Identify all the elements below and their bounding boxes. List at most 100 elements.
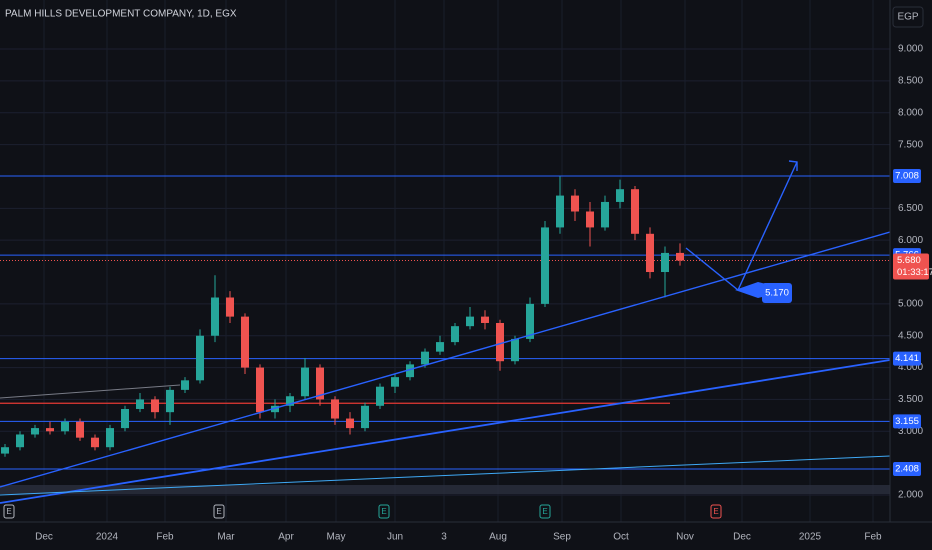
candle-body (586, 211, 594, 228)
x-tick-label: Dec (733, 532, 751, 543)
candle-body (361, 405, 369, 429)
trend-line (0, 231, 891, 488)
candle-body (211, 297, 219, 336)
target-badge (762, 283, 792, 304)
candle-body (331, 399, 339, 419)
candle-body (196, 335, 204, 381)
y-tick-label: 5.000 (898, 299, 923, 310)
candle-body (616, 189, 624, 202)
candle-body (481, 316, 489, 323)
event-label: E (216, 507, 221, 516)
chart-title: PALM HILLS DEVELOPMENT COMPANY, 1D, EGX (5, 9, 237, 20)
x-tick-label: Dec (35, 532, 53, 543)
trend-line (0, 384, 181, 399)
y-tick-label: 7.500 (898, 139, 923, 150)
candle-body (346, 418, 354, 429)
x-tick-label: Jun (387, 532, 403, 543)
candle-body (421, 351, 429, 365)
candle-body (526, 303, 534, 339)
candles (1, 176, 684, 457)
candle-body (601, 201, 609, 228)
candle-body (646, 233, 654, 273)
x-tick-label: Aug (489, 532, 507, 543)
x-tick-label: 2025 (799, 532, 822, 543)
candle-body (406, 364, 414, 378)
levels (0, 175, 890, 470)
x-tick-label: Feb (156, 532, 174, 543)
candle-body (76, 421, 84, 438)
y-tick-label: 3.000 (898, 426, 923, 437)
x-tick-label: Sep (553, 532, 571, 543)
target-label: 5.170 (765, 288, 789, 299)
level-badge (893, 414, 921, 429)
arrow-head (788, 160, 798, 171)
candle-body (496, 322, 504, 362)
candle-body (556, 195, 564, 228)
price-badge (893, 253, 929, 280)
candle-body (181, 380, 189, 390)
event-box (539, 504, 551, 519)
y-tick-label: 9.000 (898, 44, 923, 55)
y-tick-label: 3.500 (898, 394, 923, 405)
candle-body (166, 389, 174, 413)
currency: EGP (897, 12, 918, 23)
trend-line (0, 359, 891, 504)
candle-body (106, 428, 114, 448)
candle-body (31, 428, 39, 435)
candle-body (61, 421, 69, 432)
event-label: E (713, 507, 718, 516)
event-label: E (542, 507, 547, 516)
x-tick-label: Apr (278, 532, 294, 543)
level-badge (893, 461, 921, 476)
x-tick-label: Mar (217, 532, 235, 543)
candle-body (391, 377, 399, 387)
level-label: 7.008 (895, 170, 919, 181)
y-tick-label: 2.000 (898, 490, 923, 501)
x-tick-label: 3 (441, 532, 447, 543)
candle-body (316, 367, 324, 400)
volume-band (0, 485, 890, 494)
trend-line (0, 455, 891, 496)
price-label: 5.680 (897, 255, 921, 266)
candle-body (271, 405, 279, 413)
candle-body (286, 396, 294, 406)
event-box (710, 504, 722, 519)
level-badge (893, 351, 921, 366)
y-tick-label: 6.500 (898, 203, 923, 214)
candle-body (676, 252, 684, 261)
x-tick-label: Oct (613, 532, 629, 543)
x-tick-label: 2024 (96, 532, 119, 543)
event-box (3, 504, 15, 519)
candle-body (451, 326, 459, 343)
candle-body (151, 399, 159, 413)
candle-body (466, 316, 474, 327)
level-badge (893, 168, 921, 183)
x-tick-label: Nov (676, 532, 694, 543)
candle-body (376, 386, 384, 406)
candle-body (301, 367, 309, 397)
axis-labels: 2.000 3.000 3.500 4.000 4.500 5.000 6.000 6.500… (3, 44, 932, 543)
y-tick-label: 6.000 (898, 235, 923, 246)
candle-body (241, 316, 249, 368)
y-tick-label: 4.500 (898, 330, 923, 341)
y-tick-label: 8.000 (898, 107, 923, 118)
candle-body (121, 408, 129, 429)
candle-body (46, 428, 54, 432)
candle-body (571, 195, 579, 212)
event-label: E (381, 507, 386, 516)
x-tick-label: Feb (864, 532, 882, 543)
candle-body (631, 189, 639, 234)
candle-body (91, 437, 99, 448)
countdown: 01:33:17 (897, 267, 932, 278)
candle-body (256, 367, 264, 413)
candle-body (661, 252, 669, 273)
event-box (213, 504, 225, 519)
y-tick-label: 8.500 (898, 76, 923, 87)
candle-body (226, 297, 234, 317)
event-box (378, 504, 390, 519)
level-label: 3.155 (895, 416, 919, 427)
candle-body (436, 342, 444, 352)
level-label: 2.408 (895, 464, 919, 475)
